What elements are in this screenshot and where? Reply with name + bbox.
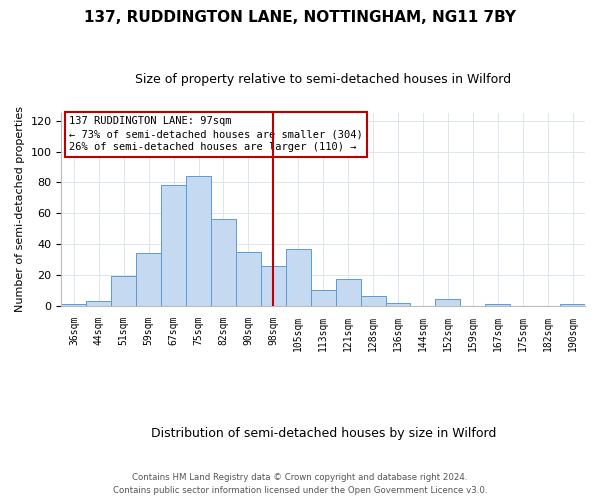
Title: Size of property relative to semi-detached houses in Wilford: Size of property relative to semi-detach… <box>135 72 511 86</box>
Bar <box>136 254 161 306</box>
Bar <box>86 301 111 306</box>
Text: 137 RUDDINGTON LANE: 97sqm
← 73% of semi-detached houses are smaller (304)
26% o: 137 RUDDINGTON LANE: 97sqm ← 73% of semi… <box>69 116 363 152</box>
Text: 137, RUDDINGTON LANE, NOTTINGHAM, NG11 7BY: 137, RUDDINGTON LANE, NOTTINGHAM, NG11 7… <box>84 10 516 25</box>
Bar <box>61 304 86 306</box>
Bar <box>560 304 585 306</box>
Bar <box>186 176 211 306</box>
Y-axis label: Number of semi-detached properties: Number of semi-detached properties <box>15 106 25 312</box>
Text: Contains HM Land Registry data © Crown copyright and database right 2024.
Contai: Contains HM Land Registry data © Crown c… <box>113 473 487 495</box>
Bar <box>111 276 136 306</box>
Bar <box>485 304 510 306</box>
Bar <box>286 248 311 306</box>
Bar <box>211 220 236 306</box>
Bar <box>436 300 460 306</box>
Bar <box>386 302 410 306</box>
Bar <box>335 280 361 305</box>
X-axis label: Distribution of semi-detached houses by size in Wilford: Distribution of semi-detached houses by … <box>151 427 496 440</box>
Bar <box>361 296 386 306</box>
Bar <box>311 290 335 306</box>
Bar <box>261 266 286 306</box>
Bar <box>161 186 186 306</box>
Bar <box>236 252 261 306</box>
